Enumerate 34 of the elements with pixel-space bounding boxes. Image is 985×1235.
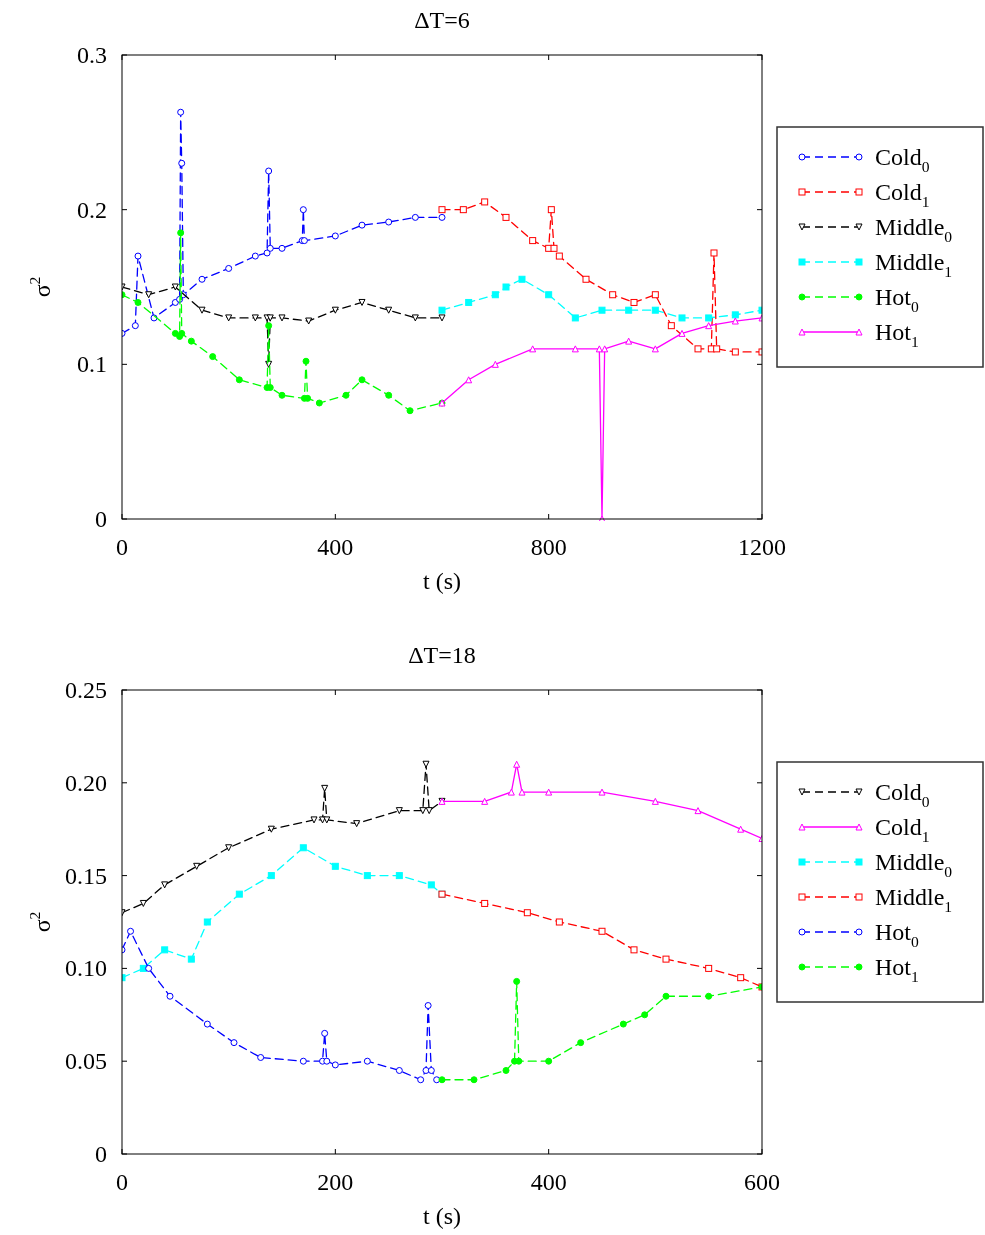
y-tick-label: 0.10 [65, 955, 107, 982]
x-tick-label: 400 [317, 534, 354, 560]
y-tick-label: 0.05 [65, 1048, 107, 1075]
x-tick-label: 600 [744, 1169, 780, 1195]
x-axis-title: t (s) [423, 568, 461, 594]
legend-label: Cold$_{1}$ [875, 814, 930, 846]
x-tick-label: 0 [116, 1169, 128, 1195]
x-tick-label: 400 [530, 1169, 567, 1195]
x-tick-label: 1200 [738, 534, 786, 560]
y-tick-label: 0.15 [65, 862, 107, 889]
legend-label: Cold$_{0}$ [875, 144, 930, 176]
legend-label: Cold$_{1}$ [875, 179, 930, 211]
x-tick-label: 200 [317, 1169, 354, 1195]
legend-label: Hot$_{0}$ [875, 284, 919, 316]
legend-label: Middle$_{0}$ [875, 214, 953, 246]
y-tick-label: 0.25 [65, 677, 107, 703]
chart-title: ΔT=18 [408, 642, 476, 668]
legend-label: Middle$_{1}$ [875, 884, 953, 916]
x-tick-label: 800 [530, 534, 567, 560]
legend-label: Hot$_{1}$ [875, 954, 919, 986]
legend-label: Middle$_{1}$ [875, 249, 953, 281]
y-tick-label: 0.1 [77, 351, 107, 378]
legend-label: Hot$_{1}$ [875, 319, 919, 351]
y-tick-label: 0 [95, 1141, 107, 1167]
x-axis-title: t (s) [423, 1203, 461, 1229]
chart-title: ΔT=6 [414, 7, 470, 33]
legend-label: Cold$_{0}$ [875, 779, 930, 811]
y-tick-label: 0 [95, 506, 107, 532]
y-tick-label: 0.3 [77, 42, 107, 68]
legend-label: Hot$_{0}$ [875, 919, 919, 951]
y-tick-label: 0.20 [65, 769, 107, 796]
y-tick-label: 0.2 [77, 196, 107, 223]
legend-label: Middle$_{0}$ [875, 849, 953, 881]
x-tick-label: 0 [116, 534, 128, 560]
